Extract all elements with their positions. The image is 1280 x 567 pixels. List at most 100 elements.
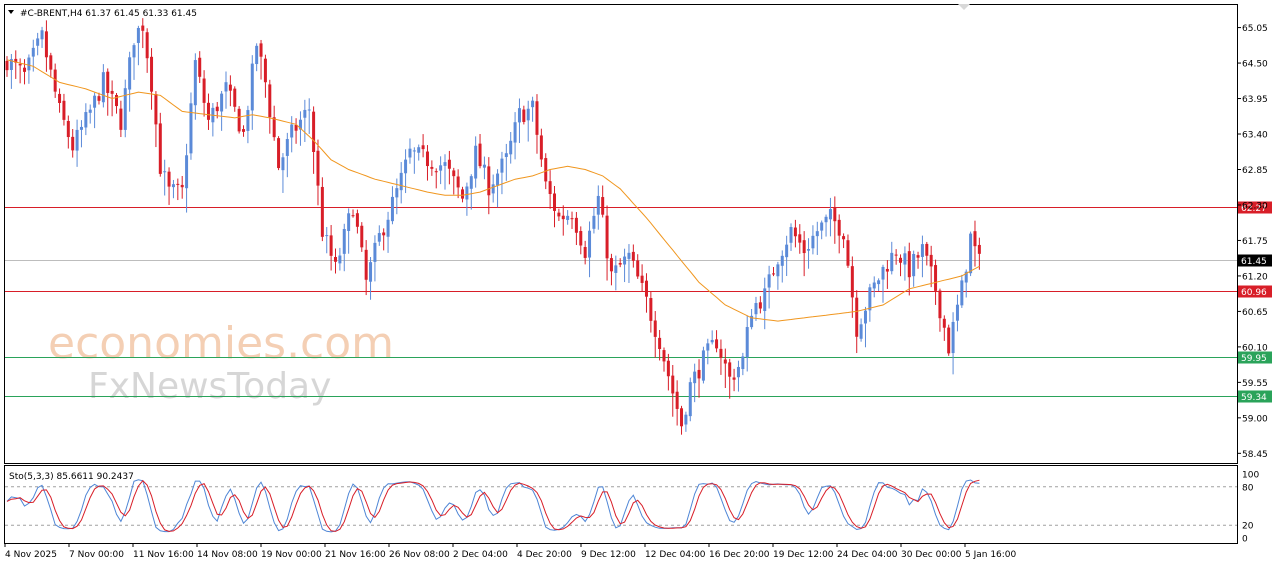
candle-body[interactable] bbox=[44, 31, 48, 58]
candle-body[interactable] bbox=[977, 244, 981, 254]
candle-body[interactable] bbox=[189, 103, 193, 154]
candle-body[interactable] bbox=[84, 112, 88, 128]
candle-body[interactable] bbox=[920, 244, 924, 257]
candle-body[interactable] bbox=[106, 71, 110, 93]
candle-body[interactable] bbox=[925, 243, 929, 256]
candle-body[interactable] bbox=[736, 366, 740, 378]
candle-body[interactable] bbox=[176, 183, 180, 185]
candle-body[interactable] bbox=[894, 254, 898, 256]
candle-body[interactable] bbox=[461, 189, 465, 199]
candle-body[interactable] bbox=[680, 408, 684, 427]
candle-body[interactable] bbox=[66, 120, 70, 138]
candle-body[interactable] bbox=[789, 227, 793, 243]
candle-body[interactable] bbox=[636, 260, 640, 277]
candle-body[interactable] bbox=[855, 297, 859, 337]
candle-body[interactable] bbox=[215, 106, 219, 112]
candle-body[interactable] bbox=[517, 108, 521, 123]
candle-body[interactable] bbox=[653, 320, 657, 337]
candle-body[interactable] bbox=[671, 375, 675, 394]
candle-body[interactable] bbox=[868, 287, 872, 311]
candle-body[interactable] bbox=[899, 257, 903, 263]
candle-body[interactable] bbox=[290, 124, 294, 138]
candle-body[interactable] bbox=[496, 173, 500, 186]
candle-body[interactable] bbox=[881, 266, 885, 280]
candle-body[interactable] bbox=[509, 140, 513, 155]
candle-body[interactable] bbox=[877, 280, 881, 285]
candle-body[interactable] bbox=[570, 218, 574, 220]
candle-body[interactable] bbox=[684, 414, 688, 425]
candle-body[interactable] bbox=[623, 256, 627, 265]
candle-body[interactable] bbox=[850, 266, 854, 298]
candle-body[interactable] bbox=[973, 231, 977, 247]
candle-body[interactable] bbox=[408, 148, 412, 158]
candle-body[interactable] bbox=[719, 348, 723, 358]
candle-body[interactable] bbox=[439, 165, 443, 171]
candle-body[interactable] bbox=[115, 94, 118, 107]
candle-body[interactable] bbox=[828, 209, 832, 220]
candle-body[interactable] bbox=[504, 153, 508, 158]
candle-body[interactable] bbox=[27, 57, 31, 71]
candle-body[interactable] bbox=[601, 197, 605, 215]
candle-body[interactable] bbox=[390, 196, 394, 222]
candle-body[interactable] bbox=[320, 186, 324, 237]
candle-body[interactable] bbox=[969, 233, 973, 274]
candle-body[interactable] bbox=[701, 350, 705, 381]
candle-body[interactable] bbox=[631, 251, 635, 261]
candle-body[interactable] bbox=[846, 240, 850, 266]
candle-body[interactable] bbox=[233, 88, 237, 107]
candle-body[interactable] bbox=[347, 213, 351, 231]
candle-body[interactable] bbox=[298, 119, 302, 130]
candle-body[interactable] bbox=[859, 324, 863, 339]
candle-body[interactable] bbox=[942, 318, 946, 328]
candle-body[interactable] bbox=[544, 158, 548, 182]
candle-body[interactable] bbox=[763, 288, 767, 311]
candle-body[interactable] bbox=[732, 377, 736, 380]
candle-body[interactable] bbox=[281, 157, 285, 171]
candle-body[interactable] bbox=[97, 96, 101, 101]
candle-body[interactable] bbox=[513, 122, 517, 143]
candle-body[interactable] bbox=[351, 215, 355, 217]
candle-body[interactable] bbox=[206, 102, 210, 120]
candle-body[interactable] bbox=[417, 147, 421, 153]
candle-body[interactable] bbox=[596, 195, 600, 215]
candle-body[interactable] bbox=[53, 69, 57, 92]
candle-body[interactable] bbox=[793, 227, 797, 237]
candle-body[interactable] bbox=[798, 234, 802, 243]
candle-body[interactable] bbox=[452, 170, 456, 177]
candle-body[interactable] bbox=[640, 275, 644, 283]
candle-body[interactable] bbox=[246, 110, 250, 131]
candle-body[interactable] bbox=[500, 158, 504, 173]
candle-body[interactable] bbox=[912, 253, 916, 277]
candle-body[interactable] bbox=[649, 298, 653, 321]
candle-body[interactable] bbox=[903, 253, 907, 265]
candle-body[interactable] bbox=[807, 249, 811, 251]
candle-body[interactable] bbox=[745, 327, 749, 358]
candle-body[interactable] bbox=[574, 217, 578, 233]
candle-body[interactable] bbox=[824, 216, 828, 223]
candle-body[interactable] bbox=[277, 138, 281, 169]
candle-body[interactable] bbox=[758, 302, 762, 309]
candle-body[interactable] bbox=[916, 255, 920, 258]
candle-body[interactable] bbox=[566, 215, 570, 220]
candle-body[interactable] bbox=[303, 109, 307, 118]
candle-body[interactable] bbox=[710, 339, 714, 343]
candle-body[interactable] bbox=[780, 255, 784, 266]
candle-body[interactable] bbox=[548, 181, 552, 195]
candle-body[interactable] bbox=[592, 215, 596, 229]
candle-body[interactable] bbox=[14, 58, 18, 63]
candle-body[interactable] bbox=[539, 135, 543, 160]
candle-body[interactable] bbox=[951, 321, 955, 354]
candle-body[interactable] bbox=[491, 184, 495, 194]
candle-body[interactable] bbox=[316, 150, 320, 186]
candle-body[interactable] bbox=[531, 100, 535, 108]
candle-body[interactable] bbox=[198, 57, 202, 77]
candle-body[interactable] bbox=[434, 171, 438, 173]
candle-body[interactable] bbox=[373, 242, 377, 262]
candle-body[interactable] bbox=[71, 136, 75, 151]
candle-body[interactable] bbox=[785, 244, 789, 258]
candle-body[interactable] bbox=[557, 212, 561, 217]
candle-body[interactable] bbox=[255, 45, 259, 65]
candle-body[interactable] bbox=[605, 215, 609, 259]
candle-body[interactable] bbox=[955, 304, 959, 321]
candle-body[interactable] bbox=[833, 207, 837, 222]
